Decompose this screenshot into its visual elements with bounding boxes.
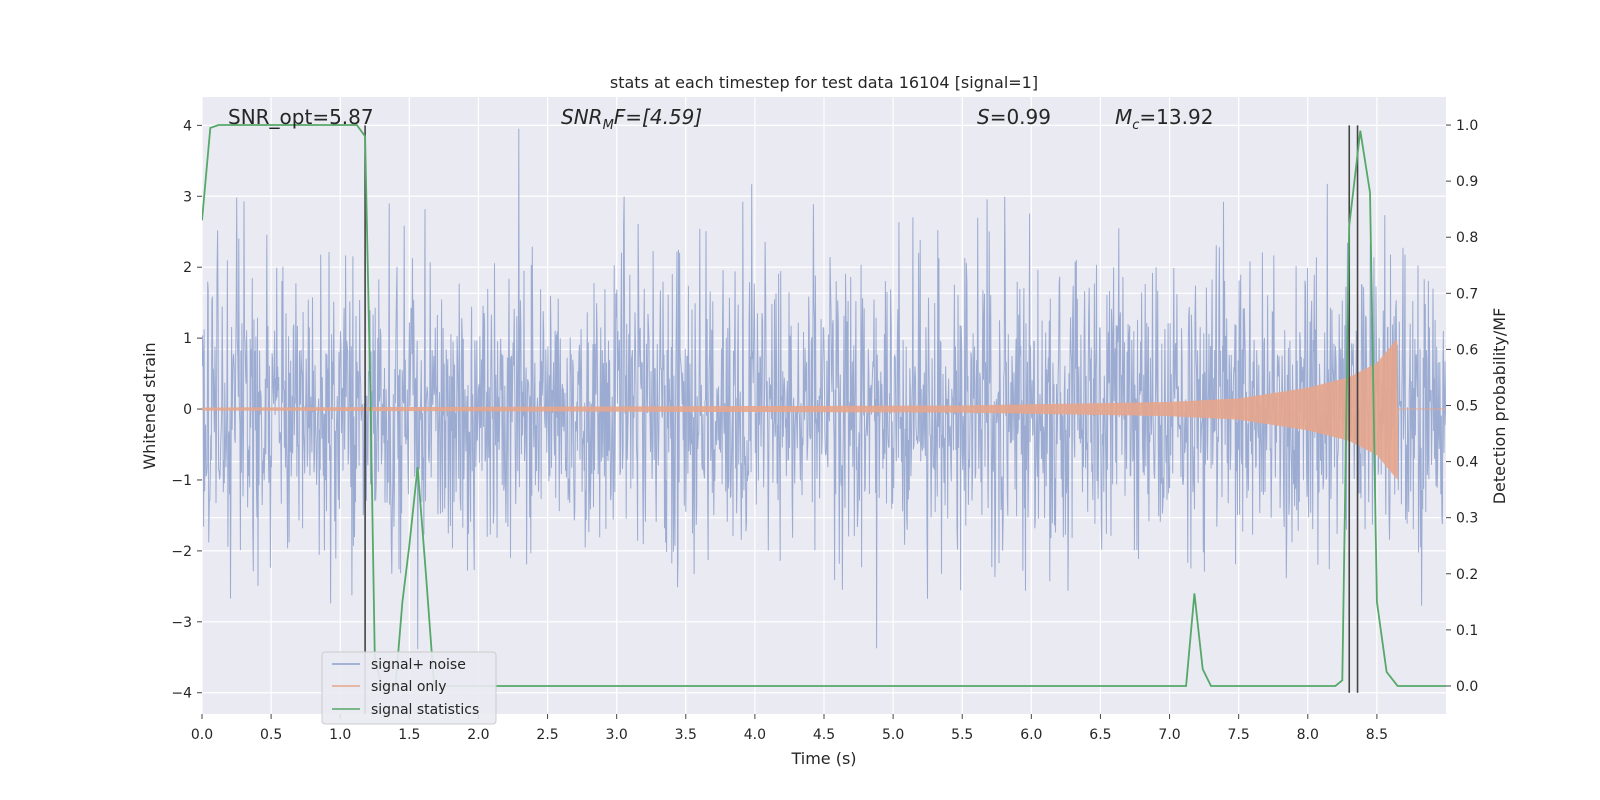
y-right-tick-label: 0.3 <box>1456 511 1478 527</box>
annotation-snr-opt: SNR_opt=5.87 <box>228 105 374 129</box>
y-right-tick-label: 0.0 <box>1456 679 1478 695</box>
x-tick-label: 2.0 <box>467 727 489 743</box>
annotation-s-rest: =0.99 <box>990 105 1051 129</box>
annotation-mc-rest: =13.92 <box>1139 105 1213 129</box>
annotation-mc: Mc=13.92 <box>1115 105 1213 133</box>
x-tick-label: 1.0 <box>329 727 351 743</box>
y-right-tick-label: 1.0 <box>1456 118 1478 134</box>
series-signal-only <box>202 339 1446 480</box>
annotation-snr-mf-sub: M <box>603 118 614 133</box>
x-axis-label: Time (s) <box>790 749 856 768</box>
legend: signal+ noise signal only signal statist… <box>321 651 497 725</box>
annotation-snr-mf-main: SNR <box>561 105 603 129</box>
y-right-tick-label: 0.8 <box>1456 230 1478 246</box>
series-signal-noise <box>202 128 1446 649</box>
y-right-tick-label: 0.1 <box>1456 623 1478 639</box>
x-tick-label: 7.0 <box>1158 727 1180 743</box>
x-tick-label: 3.0 <box>606 727 628 743</box>
series <box>202 124 1446 714</box>
legend-label-signal-noise: signal+ noise <box>371 657 466 673</box>
x-tick-label: 0.0 <box>191 727 213 743</box>
y-left-tick-label: −2 <box>171 544 192 560</box>
x-tick-label: 8.0 <box>1297 727 1319 743</box>
x-tick-label: 8.5 <box>1366 727 1388 743</box>
y-left-tick-label: 3 <box>183 189 192 205</box>
x-tick-label: 7.5 <box>1228 727 1250 743</box>
annotation-mc-sub: c <box>1132 118 1139 133</box>
x-tick-label: 6.0 <box>1020 727 1042 743</box>
legend-box <box>321 651 497 725</box>
y-left-tick-label: −1 <box>171 473 192 489</box>
annotation-snr-mf: SNRMF=[4.59] <box>561 105 702 133</box>
chart-title: stats at each timestep for test data 161… <box>610 73 1038 92</box>
x-tick-label: 6.5 <box>1089 727 1111 743</box>
x-tick-label: 3.5 <box>675 727 697 743</box>
x-tick-label: 0.5 <box>260 727 282 743</box>
annotation-s-main: S <box>977 105 990 129</box>
x-tick-label: 5.5 <box>951 727 973 743</box>
y-right-tick-label: 0.4 <box>1456 455 1478 471</box>
annotation-s: S=0.99 <box>977 105 1051 129</box>
y-left-tick-label: −3 <box>171 615 192 631</box>
y-axis-label-left: Whitened strain <box>140 342 159 469</box>
annotation-snr-mf-rest: F=[4.59] <box>614 105 702 129</box>
annotation-mc-main: M <box>1115 105 1132 129</box>
y-left-tick-label: 4 <box>183 118 192 134</box>
x-tick-label: 2.5 <box>536 727 558 743</box>
y-left-tick-label: −4 <box>171 686 192 702</box>
y-right-tick-label: 0.7 <box>1456 286 1478 302</box>
legend-label-signal-statistics: signal statistics <box>371 702 479 718</box>
x-tick-label: 4.5 <box>813 727 835 743</box>
y-right-tick-label: 0.6 <box>1456 342 1478 358</box>
x-tick-label: 4.0 <box>744 727 766 743</box>
x-tick-label: 1.5 <box>398 727 420 743</box>
y-right-tick-label: 0.2 <box>1456 567 1478 583</box>
y-right-tick-label: 0.5 <box>1456 399 1478 415</box>
axes: 0.0 0.5 1.0 1.5 2.0 2.5 3.0 3.5 4.0 4.5 5.0 5.5 6.0 6… <box>171 118 1478 743</box>
legend-label-signal-only: signal only <box>371 679 446 695</box>
y-right-tick-label: 0.9 <box>1456 174 1478 190</box>
y-axis-label-right: Detection probability/MF <box>1490 308 1509 505</box>
series-signal-statistics <box>202 124 1446 687</box>
y-left-tick-label: 0 <box>183 402 192 418</box>
y-left-tick-label: 1 <box>183 331 192 347</box>
y-left-tick-label: 2 <box>183 260 192 276</box>
x-tick-label: 5.0 <box>882 727 904 743</box>
